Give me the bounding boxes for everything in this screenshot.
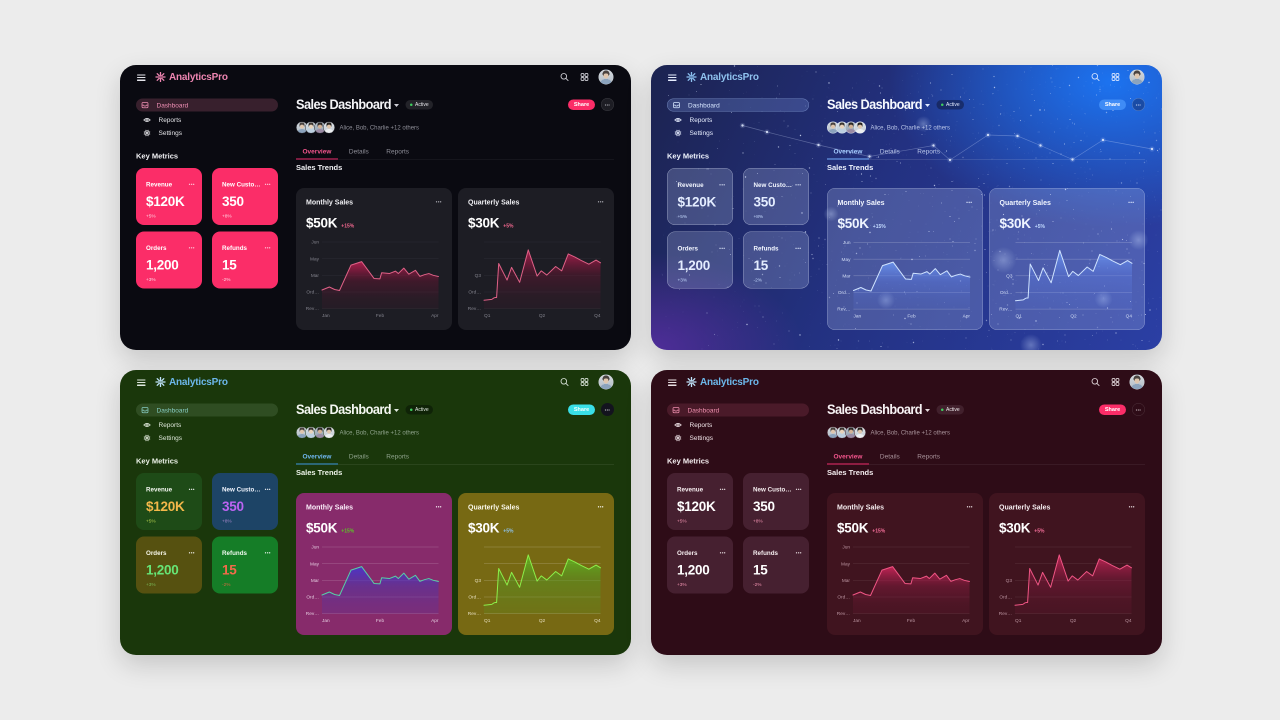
svg-text:Q2: Q2	[539, 313, 546, 319]
svg-text:Mar: Mar	[311, 578, 320, 584]
svg-text:Mar: Mar	[842, 578, 851, 584]
svg-text:Ord…: Ord…	[838, 290, 851, 296]
svg-text:Apr: Apr	[962, 618, 970, 624]
svg-text:Rev…: Rev…	[468, 611, 481, 617]
svg-text:Ord…: Ord…	[468, 595, 481, 601]
svg-text:May: May	[310, 256, 320, 262]
svg-text:Apr: Apr	[431, 618, 439, 624]
svg-text:Q3: Q3	[475, 578, 482, 584]
svg-text:Jun: Jun	[843, 240, 851, 246]
svg-text:Ord…: Ord…	[306, 595, 319, 601]
svg-text:Q3: Q3	[1006, 578, 1013, 584]
svg-text:Feb: Feb	[907, 618, 916, 624]
svg-text:Q2: Q2	[1070, 618, 1077, 624]
svg-text:May: May	[310, 561, 320, 567]
svg-text:Q2: Q2	[539, 618, 546, 624]
svg-text:Jan: Jan	[853, 618, 861, 624]
svg-text:Mar: Mar	[311, 273, 320, 279]
svg-text:Rev…: Rev…	[838, 307, 851, 313]
svg-text:Jun: Jun	[311, 545, 319, 551]
svg-text:Ord…: Ord…	[1000, 290, 1013, 296]
svg-text:Q1: Q1	[484, 313, 491, 319]
svg-text:Feb: Feb	[376, 313, 385, 319]
svg-text:Rev…: Rev…	[1000, 307, 1013, 313]
svg-text:Jan: Jan	[322, 618, 330, 624]
svg-text:Apr: Apr	[431, 313, 439, 319]
svg-text:Q3: Q3	[1006, 273, 1013, 279]
svg-text:May: May	[841, 561, 851, 567]
svg-text:Rev…: Rev…	[468, 306, 481, 312]
svg-text:Q4: Q4	[1125, 618, 1132, 624]
svg-text:Feb: Feb	[376, 618, 385, 624]
svg-text:Q3: Q3	[475, 273, 482, 279]
svg-text:Feb: Feb	[907, 314, 916, 320]
svg-text:Jan: Jan	[322, 313, 330, 319]
svg-text:Jan: Jan	[854, 314, 862, 320]
svg-text:Ord…: Ord…	[306, 290, 319, 296]
svg-text:Jun: Jun	[311, 240, 319, 246]
svg-text:Rev…: Rev…	[306, 611, 319, 617]
svg-text:Q4: Q4	[594, 618, 601, 624]
svg-text:Q4: Q4	[1126, 314, 1133, 320]
svg-text:Ord…: Ord…	[468, 290, 481, 296]
svg-text:Apr: Apr	[963, 314, 971, 320]
svg-text:Ord…: Ord…	[999, 595, 1012, 601]
svg-text:Rev…: Rev…	[837, 611, 850, 617]
svg-text:Q1: Q1	[484, 618, 491, 624]
svg-text:Jun: Jun	[842, 545, 850, 551]
svg-text:Rev…: Rev…	[999, 611, 1012, 617]
svg-text:Q1: Q1	[1016, 314, 1023, 320]
svg-text:Q4: Q4	[594, 313, 601, 319]
svg-text:Q2: Q2	[1070, 314, 1077, 320]
svg-text:Ord…: Ord…	[837, 595, 850, 601]
svg-text:Q1: Q1	[1015, 618, 1022, 624]
svg-text:May: May	[842, 257, 852, 263]
svg-text:Mar: Mar	[842, 273, 851, 279]
svg-text:Rev…: Rev…	[306, 306, 319, 312]
